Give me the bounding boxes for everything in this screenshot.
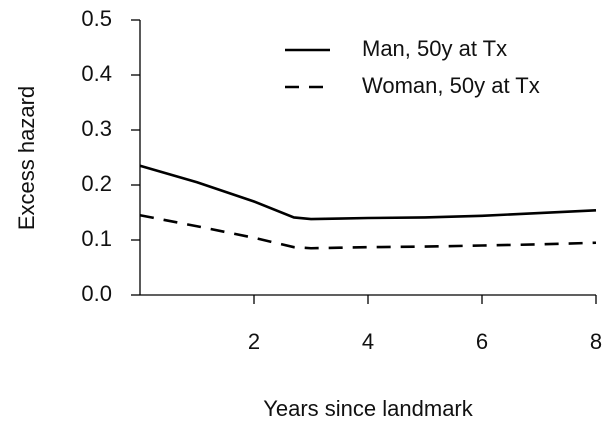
y-tick-label: 0.5: [81, 6, 112, 31]
legend-label: Man, 50y at Tx: [362, 36, 507, 61]
y-tick-label: 0.2: [81, 171, 112, 196]
legend-label: Woman, 50y at Tx: [362, 73, 540, 98]
y-tick-label: 0.1: [81, 226, 112, 251]
x-tick-label: 8: [590, 329, 602, 354]
series-line: [139, 213, 597, 250]
series-line: [139, 164, 597, 221]
y-axis-label: Excess hazard: [14, 86, 39, 230]
y-tick-label: 0.0: [81, 281, 112, 306]
y-tick-label: 0.3: [81, 116, 112, 141]
x-tick-label: 6: [476, 329, 488, 354]
x-axis-label: Years since landmark: [263, 396, 474, 421]
x-tick-label: 2: [248, 329, 260, 354]
x-tick-label: 4: [362, 329, 374, 354]
y-tick-label: 0.4: [81, 61, 112, 86]
